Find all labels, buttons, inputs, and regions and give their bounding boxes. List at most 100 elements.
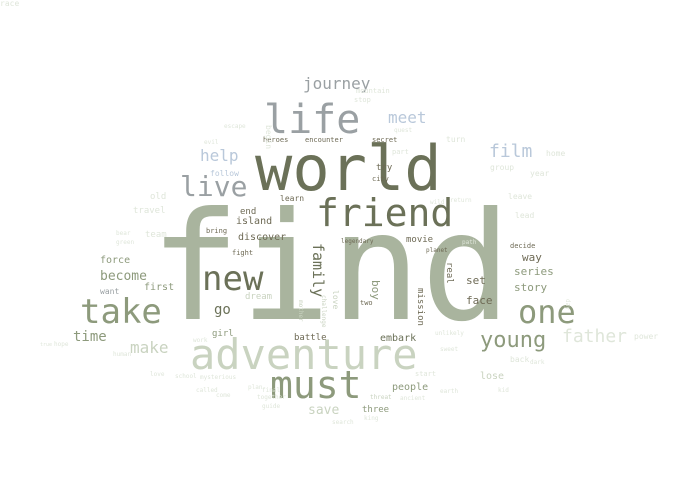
word-fight: fight — [232, 249, 254, 257]
word-king: king — [364, 415, 379, 422]
word-mother: mother — [297, 300, 304, 322]
word-want: want — [100, 287, 120, 296]
word-embark: embark — [380, 333, 417, 344]
word-take: take — [80, 292, 162, 332]
word-mysterious: mysterious — [200, 374, 237, 381]
word-guide: guide — [262, 403, 281, 410]
word-first: first — [144, 282, 175, 293]
word-find: find — [150, 181, 512, 355]
word-adventure: adventure — [190, 330, 418, 379]
word-save: save — [308, 403, 340, 418]
word-evil: evil — [204, 139, 219, 146]
word-begin: begin — [264, 125, 273, 150]
word-year: year — [530, 169, 550, 178]
word-hope: hope — [54, 341, 69, 348]
word-world: world — [255, 132, 442, 205]
word-love: love — [150, 371, 165, 378]
word-escape: escape — [224, 123, 246, 130]
word-challenge: challenge — [320, 295, 327, 328]
word-team: team — [145, 230, 167, 240]
word-old: old — [150, 192, 167, 202]
word-heroes: heroes — [263, 136, 289, 144]
word-come: come — [216, 392, 231, 399]
word-power: power — [634, 332, 659, 341]
word-must: must — [270, 363, 362, 407]
word-bring: bring — [206, 227, 228, 235]
word-mountain: mountain — [356, 87, 390, 95]
word-lose: lose — [480, 371, 505, 382]
word-meet: meet — [388, 108, 427, 127]
word-island: island — [236, 216, 273, 227]
word-called: called — [196, 387, 218, 394]
word-face: face — [466, 294, 493, 307]
word-end: end — [240, 207, 257, 217]
word-try: try — [376, 163, 393, 173]
word-start: start — [415, 370, 437, 378]
word-leave: leave — [508, 192, 533, 201]
word-father: father — [562, 326, 628, 347]
word-journey: journey — [303, 74, 371, 93]
word-story: story — [514, 281, 548, 294]
word-live: live — [180, 170, 248, 203]
word-group: group — [490, 163, 515, 172]
word-people: people — [392, 382, 429, 393]
word-work: work — [193, 337, 208, 344]
word-unlikely: unlikely — [435, 330, 464, 337]
word-dream: dream — [245, 292, 273, 302]
word-film: film — [489, 141, 533, 162]
word-bear: bear — [116, 230, 131, 237]
word-secret: secret — [372, 136, 398, 144]
word-help: help — [200, 146, 239, 165]
word-set: set — [466, 274, 486, 287]
word-turn: turn — [446, 135, 466, 144]
word-learn: learn — [280, 194, 305, 203]
word-travel: travel — [133, 206, 166, 216]
word-earth: earth — [440, 388, 459, 395]
word-two: two — [360, 299, 373, 307]
word-part: part — [392, 148, 409, 156]
word-school: school — [175, 373, 197, 380]
word-day: day — [564, 299, 571, 310]
word-movie: movie — [406, 235, 434, 245]
word-real: real — [444, 262, 454, 284]
word-threat: threat — [370, 394, 392, 401]
word-life: life — [264, 97, 361, 143]
word-kid: kid — [498, 387, 509, 394]
word-one: one — [518, 293, 576, 331]
word-city: city — [372, 175, 389, 183]
word-ancient: ancient — [400, 395, 426, 402]
word-girl: girl — [212, 329, 234, 339]
word-wild: wild — [430, 199, 445, 206]
word-legendary: legendary — [341, 238, 374, 245]
word-series: series — [514, 265, 554, 278]
word-decide: decide — [510, 242, 536, 250]
word-dark: dark — [530, 359, 545, 366]
word-discover: discover — [238, 232, 287, 243]
word-young: young — [480, 328, 547, 353]
word-follow: follow — [210, 169, 239, 178]
word-search: search — [332, 419, 354, 426]
word-path: path — [462, 239, 477, 246]
word-time: time — [73, 329, 107, 345]
word-friend: friend — [316, 191, 454, 235]
word-final: final — [262, 387, 281, 394]
word-human: human — [113, 351, 132, 358]
word-stop: stop — [354, 96, 371, 104]
word-planet: planet — [426, 247, 448, 254]
word-love: love — [331, 290, 340, 310]
word-quest: quest — [394, 127, 413, 134]
word-back: back — [510, 355, 530, 364]
word-true: true — [40, 342, 53, 348]
word-go: go — [214, 302, 231, 318]
word-force: force — [100, 255, 131, 266]
word-mission: mission — [415, 288, 425, 326]
word-race: race — [0, 0, 20, 8]
word-lead: lead — [515, 211, 535, 220]
word-become: become — [100, 269, 147, 284]
word-battle: battle — [294, 333, 327, 343]
word-way: way — [522, 251, 542, 264]
word-plan: plan — [248, 384, 263, 391]
word-new: new — [202, 259, 264, 299]
word-home: home — [546, 149, 566, 158]
